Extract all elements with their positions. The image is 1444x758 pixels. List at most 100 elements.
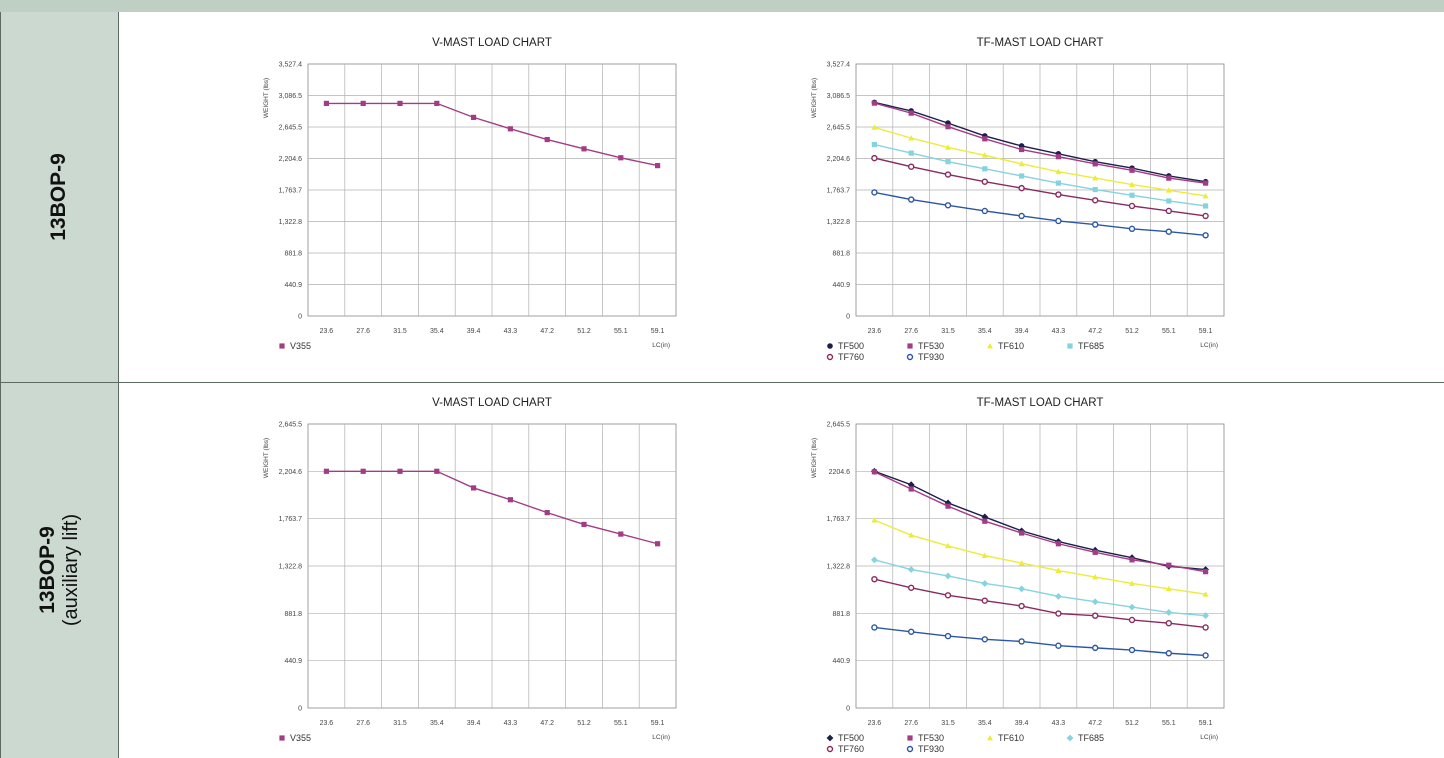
chart-4-x-tick-label: 51.2 [1125, 720, 1139, 727]
chart-4-series-tf760-point [981, 597, 989, 604]
chart-4-series-tf500-point [944, 499, 952, 507]
chart-4-x-tick-label: 55.1 [1162, 720, 1176, 727]
chart-4-legend-tf760-label: TF760 [838, 744, 864, 754]
chart-1-legend-v355-marker [279, 343, 285, 349]
chart-2-series-tf930-point [907, 196, 915, 203]
chart-4-series-tf760-point [1055, 610, 1062, 617]
row-header-1 [0, 12, 118, 382]
chart-2-legend-tf760-label: TF760 [838, 352, 864, 362]
chart-2-series-tf930-point [944, 202, 952, 209]
chart-2-series-tf610-line [874, 126, 1206, 197]
chart-3-y-tick-label: 2,204.6 [279, 469, 302, 476]
row-label-2-sub: (auxiliary lift) [60, 513, 82, 627]
chart-4-series-tf530-point [1203, 569, 1209, 575]
chart-4-series-tf530-point [1166, 562, 1172, 568]
chart-4-series-tf930-point [871, 624, 878, 631]
chart-2-legend-tf500-label: TF500 [838, 341, 864, 351]
chart-3-x-tick-label: 43.3 [504, 720, 518, 727]
chart-4-series-tf760-point [1202, 624, 1209, 631]
chart-4-series-tf930-point [981, 636, 989, 643]
tf-mast-load-chart-1: 3,527.4 3,086.5 2,645.5 2,204.6 1,763.7 1,322… [811, 37, 1225, 362]
chart-4-legend-tf930-marker [906, 745, 914, 753]
chart-4-x-tick-label: 31.5 [941, 720, 955, 727]
chart-2-series-tf930-point [1055, 217, 1062, 225]
chart-4-series-tf685-point [907, 566, 915, 573]
chart-1-series-v355-point [581, 146, 587, 152]
chart-2-series-tf530-point [1166, 175, 1172, 181]
chart-3-y-tick-label: 0 [298, 706, 302, 713]
chart-4-series-tf610-point [981, 552, 988, 558]
row-label-1-main: 13BOP-9 [47, 153, 70, 241]
chart-1-series-v355-point [434, 100, 440, 106]
chart-1-x-tick-label: 39.4 [467, 328, 481, 335]
chart-3-x-tick-label: 59.1 [651, 720, 665, 727]
chart-1-x-tick-label: 59.1 [651, 328, 665, 335]
chart-2-series-tf610-point [1202, 192, 1209, 199]
chart-4-series-tf760-point [1128, 616, 1136, 624]
chart-2-series-tf530-point [982, 136, 988, 142]
chart-4-x-tick-label: 23.6 [868, 720, 882, 727]
chart-2-series-tf760-point [944, 171, 952, 178]
chart-1-series-v355-point [323, 100, 329, 106]
chart-1-y-tick-label: 440.9 [284, 282, 302, 289]
chart-2-series-tf685-point [945, 159, 951, 165]
chart-3-x-tick-label: 51.2 [577, 720, 591, 727]
chart-2-y-tick-label: 3,527.4 [827, 62, 850, 69]
chart-2-legend-tf610-label: TF610 [998, 341, 1024, 351]
chart-1-series-v355-point [544, 136, 550, 143]
chart-1-y-tick-label: 1,322.8 [279, 219, 302, 226]
chart-4-series-tf610-point [908, 532, 915, 538]
chart-3-series-v355-point [618, 531, 624, 537]
chart-3-y-tick-label: 881.8 [284, 611, 302, 618]
chart-4-series-tf685-point [1018, 585, 1025, 593]
chart-1-series-v355-point [397, 100, 403, 106]
chart-2-y-tick-label: 0 [846, 314, 850, 321]
chart-2-series-tf610-point [1018, 160, 1025, 167]
chart-2-series-tf930-line [874, 191, 1206, 236]
chart-2-y-tick-label: 440.9 [832, 282, 850, 289]
chart-3-series-v355-line [326, 470, 658, 545]
chart-3-x-tick-label: 27.6 [356, 720, 370, 727]
chart-2-series-tf610-point [908, 135, 915, 141]
chart-4-series-tf930-point [1092, 644, 1099, 652]
chart-3-x-tick-label: 35.4 [430, 720, 444, 727]
chart-2-series-tf530-point [1129, 167, 1135, 173]
chart-4-series-tf530-point [1129, 557, 1135, 563]
chart-1-series-v355-point [471, 114, 477, 120]
chart-2-y-tick-label: 881.8 [832, 251, 850, 258]
chart-4-legend-tf610-marker [987, 735, 993, 741]
chart-2-x-tick-label: 39.4 [1015, 328, 1029, 335]
chart-2-series-tf930-point [871, 189, 878, 196]
chart-3-y-tick-label: 440.9 [284, 658, 302, 665]
chart-1-title: V-MAST LOAD CHART [432, 37, 552, 49]
chart-4-y-axis-label: WEIGHT (lbs) [811, 438, 818, 478]
chart-4-series-tf530-point [871, 469, 877, 475]
chart-2-legend-tf610-marker [987, 343, 993, 349]
chart-4-x-tick-label: 35.4 [978, 720, 992, 727]
chart-4-legend-tf685-label: TF685 [1078, 733, 1104, 743]
chart-4-x-tick-label: 43.3 [1052, 720, 1066, 727]
chart-4-series-tf610-point [1129, 580, 1135, 586]
chart-3-y-tick-label: 1,763.7 [279, 516, 302, 523]
chart-4-series-tf610-point [1165, 585, 1172, 592]
chart-2-series-tf685-point [1055, 180, 1061, 186]
chart-4-series-tf530-point [1055, 541, 1061, 547]
table-row-divider [0, 382, 1444, 383]
chart-1-y-tick-label: 0 [298, 314, 302, 321]
chart-2-series-tf685-point [1166, 198, 1172, 204]
chart-2-series-tf760-point [1092, 197, 1099, 204]
chart-2-series-tf530-point [908, 110, 914, 116]
chart-3-series-v355-point [507, 497, 513, 503]
chart-1-series-v355-point [618, 155, 624, 161]
chart-3-y-tick-label: 1,322.8 [279, 564, 302, 571]
chart-3-x-axis-label: LC(in) [652, 734, 670, 741]
chart-4-legend-tf930-label: TF930 [918, 744, 944, 754]
chart-2-series-tf760-point [1055, 191, 1062, 198]
chart-4-series-tf610-line [874, 519, 1206, 595]
chart-2-legend-tf530-marker [907, 343, 913, 349]
chart-4-y-tick-label: 2204.6 [829, 469, 851, 476]
chart-4-series-tf930-point [1202, 652, 1209, 659]
v-mast-load-chart-1: 3,527.4 3,086.5 2,645.5 2,204.6 1,763.7 1,322… [263, 37, 677, 351]
chart-1-series-v355-point [507, 126, 513, 132]
chart-2-x-tick-label: 35.4 [978, 328, 992, 335]
